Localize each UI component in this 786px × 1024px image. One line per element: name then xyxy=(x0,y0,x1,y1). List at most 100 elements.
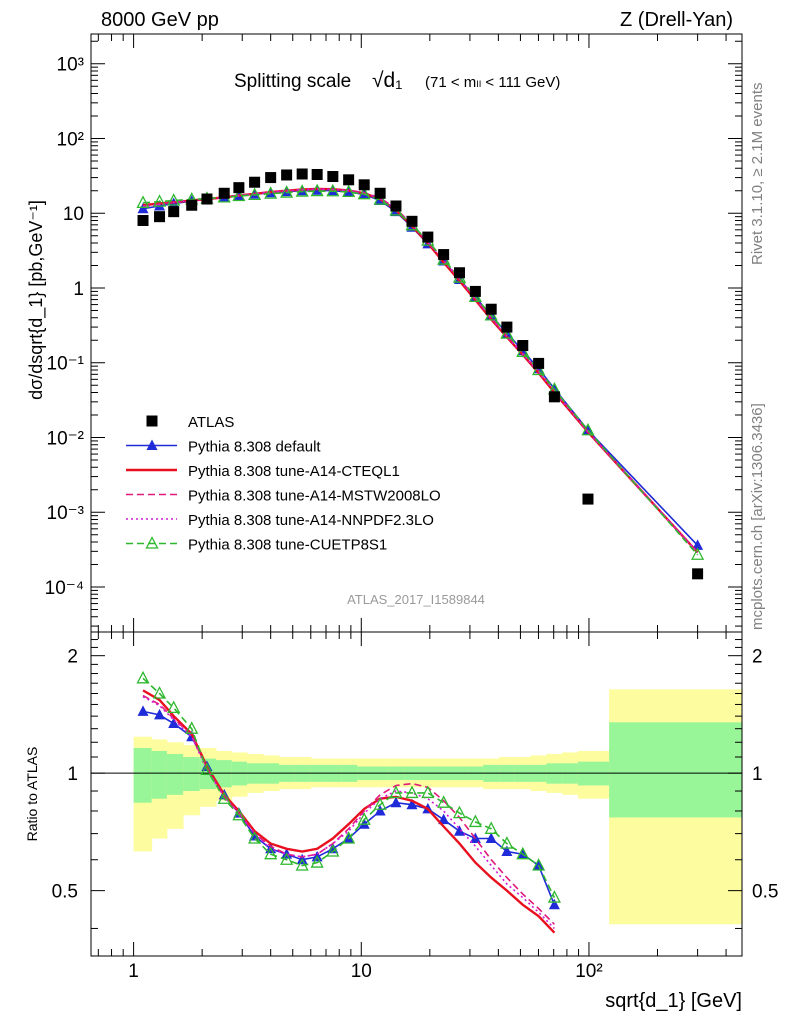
y-tick-label: 10³ xyxy=(57,55,84,76)
data-point xyxy=(582,424,594,435)
series-pythia-8-308-default xyxy=(137,705,560,910)
data-point xyxy=(484,821,498,834)
data-point xyxy=(248,831,262,844)
series-line xyxy=(142,694,555,925)
ratio-y-tick-labels: 0.5 0.5 1 1 2 2 xyxy=(52,647,779,903)
band-green xyxy=(166,753,184,795)
data-point xyxy=(517,340,529,352)
y-tick-label: 2 xyxy=(67,647,78,668)
legend-label: Pythia 8.308 tune-A14-NNPDF2.3LO xyxy=(188,512,434,529)
data-point xyxy=(582,493,594,505)
data-point xyxy=(326,183,340,197)
ratio-panel: 0.5 0.5 1 1 2 2 1 10 10² Ratio to ATLAS sqrt{d_… xyxy=(24,631,779,1012)
data-point xyxy=(516,344,530,357)
data-point xyxy=(469,285,481,297)
y-tick-label: 0.5 xyxy=(52,882,78,903)
reference-label: mcplots.cern.ch [arXiv:1306.3436] xyxy=(749,403,766,630)
data-point xyxy=(200,762,214,775)
title-symbol: √d₁ xyxy=(372,69,402,92)
y-tick-label: 10⁻³ xyxy=(47,503,85,524)
legend-label: Pythia 8.308 default xyxy=(188,439,321,456)
data-point xyxy=(137,705,149,716)
y-tick-label: 10⁻² xyxy=(47,428,85,449)
data-point xyxy=(168,206,180,218)
data-point xyxy=(310,183,324,197)
legend-label: ATLAS xyxy=(188,414,234,431)
legend: ATLAS Pythia 8.308 default Pythia 8.308 tu… xyxy=(126,414,441,554)
series-line xyxy=(142,695,555,930)
series-line xyxy=(142,710,556,906)
band-green xyxy=(151,750,168,799)
analysis-id: ATLAS_2017_I1589844 xyxy=(347,592,485,607)
data-point xyxy=(500,836,514,849)
data-point xyxy=(264,846,278,860)
data-point xyxy=(154,211,166,223)
data-point xyxy=(265,172,277,184)
legend-label: Pythia 8.308 tune-CUETP8S1 xyxy=(188,537,387,554)
legend-label: Pythia 8.308 tune-A14-MSTW2008LO xyxy=(188,488,441,505)
data-point xyxy=(485,832,497,844)
data-point xyxy=(373,192,387,205)
data-point xyxy=(358,179,370,191)
y-tick-label: 10⁻⁴ xyxy=(45,578,84,599)
ratio-y-axis-label: Ratio to ATLAS xyxy=(24,747,40,842)
data-point xyxy=(406,798,418,810)
data-point xyxy=(326,844,340,857)
series-line xyxy=(142,188,699,553)
header-collision: 8000 GeV pp xyxy=(101,9,219,31)
data-point xyxy=(154,708,166,720)
series-pythia-8-308-tune-a14-nnpdf2-3lo xyxy=(142,695,555,930)
data-point xyxy=(357,812,371,825)
y-tick-label: 10² xyxy=(57,129,84,150)
data-point xyxy=(533,357,545,369)
data-point xyxy=(185,721,199,734)
legend-label: Pythia 8.308 tune-A14-CTEQL1 xyxy=(188,463,400,480)
band-green xyxy=(183,757,201,792)
data-point xyxy=(248,187,262,201)
y-tick-label: 1 xyxy=(73,279,84,300)
series-pythia-8-308-tune-cuetp8s1 xyxy=(136,670,561,903)
ratio-frame xyxy=(90,631,743,957)
data-point xyxy=(295,858,309,871)
series-atlas xyxy=(137,168,704,580)
data-point xyxy=(264,186,278,199)
data-point xyxy=(500,326,514,339)
legend-marker xyxy=(145,536,159,549)
data-point xyxy=(438,249,450,261)
data-point xyxy=(691,547,705,560)
title-cut: (71 < mₗₗ < 111 GeV) xyxy=(425,74,560,91)
data-point xyxy=(281,169,293,181)
title-main: Splitting scale xyxy=(234,71,351,92)
data-point xyxy=(137,214,149,226)
legend-entry: Pythia 8.308 tune-CUETP8S1 xyxy=(126,536,387,554)
series-pythia-8-308-tune-a14-mstw2008lo xyxy=(142,188,699,553)
main-y-axis-label: dσ/dsqrt{d_1} [pb,GeV⁻¹] xyxy=(26,200,47,400)
data-point xyxy=(152,686,167,699)
data-point xyxy=(186,199,198,211)
data-point xyxy=(532,858,546,871)
series-line xyxy=(142,677,556,898)
header-process: Z (Drell-Yan) xyxy=(620,9,733,31)
data-point xyxy=(547,890,561,903)
data-point xyxy=(452,805,467,819)
data-point xyxy=(374,187,386,199)
data-point xyxy=(454,267,466,279)
data-point xyxy=(692,568,704,580)
data-point xyxy=(232,807,246,821)
data-point xyxy=(295,184,309,197)
data-point xyxy=(358,818,370,829)
data-point xyxy=(342,831,356,844)
data-point xyxy=(201,193,213,205)
data-point xyxy=(327,171,339,183)
band-green xyxy=(133,748,153,803)
x-tick-labels: 1 10 10² xyxy=(128,961,602,982)
data-point xyxy=(342,184,356,198)
data-point xyxy=(548,898,560,910)
series-pythia-8-308-tune-a14-mstw2008lo xyxy=(142,694,555,925)
y-tick-label-right: 0.5 xyxy=(752,882,778,903)
data-point xyxy=(468,814,482,828)
data-point xyxy=(232,188,246,202)
data-point xyxy=(501,321,513,333)
data-point xyxy=(581,422,595,436)
